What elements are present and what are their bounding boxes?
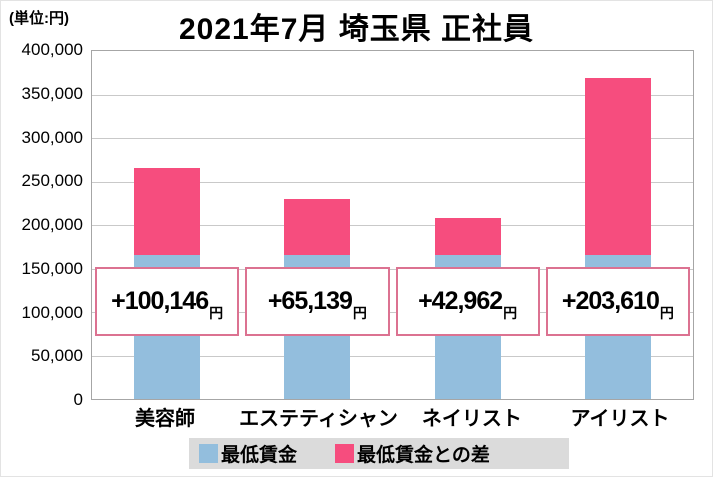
x-axis-category-label: アイリスト	[570, 408, 670, 430]
x-axis-category-label: ネイリスト	[421, 408, 522, 430]
gridline	[92, 355, 693, 357]
legend-swatch-icon	[335, 444, 355, 463]
annotation-yen-suffix: 円	[209, 305, 224, 322]
gridline	[92, 181, 693, 183]
y-axis-tick-label: 50,000	[31, 346, 83, 366]
gridline	[92, 312, 693, 313]
bar-segment-difference	[134, 168, 201, 256]
bar-segment-difference	[584, 78, 651, 256]
annotation-value: +100,146	[111, 287, 209, 316]
y-axis-tick-label: 0	[73, 390, 83, 409]
y-axis-tick-label: 250,000	[21, 171, 83, 191]
annotation-box: +42,962 円	[395, 266, 540, 337]
annotation-value: +42,962	[418, 287, 503, 316]
y-axis-tick-label: 100,000	[21, 302, 83, 322]
legend-item: 最低賃金との差	[335, 440, 490, 467]
bars-row: +100,146 円 +65,139 円 +42,962 円 +203,610 円	[92, 51, 693, 399]
x-axis-category-label: 美容師	[135, 408, 196, 430]
x-axis-category-label: エステティシャン	[239, 408, 398, 430]
bar-group: +42,962 円	[393, 51, 543, 399]
y-axis-tick-label: 350,000	[21, 83, 83, 103]
annotation-value: +65,139	[267, 287, 353, 316]
gridline	[92, 225, 693, 226]
y-axis-tick-label: 150,000	[21, 258, 83, 278]
gridline	[92, 94, 693, 96]
legend-swatch-icon	[199, 444, 218, 463]
y-axis-tick-label: 200,000	[21, 215, 83, 234]
gridline	[92, 268, 693, 270]
bar-segment-difference	[434, 218, 501, 256]
bar-group: +203,610 円	[543, 51, 693, 399]
y-axis-tick-label: 300,000	[21, 127, 83, 147]
x-axis: 美容師 エステティシャン ネイリスト アイリスト	[91, 402, 694, 431]
legend-item: 最低賃金	[199, 440, 297, 467]
bar-segment-difference	[284, 198, 351, 256]
bar-group: +100,146 円	[92, 51, 242, 399]
legend-label: 最低賃金との差	[357, 445, 490, 466]
annotation-box: +65,139 円	[245, 266, 390, 337]
legend-label: 最低賃金	[221, 445, 298, 466]
annotation-box: +203,610 円	[545, 266, 690, 337]
unit-label: (単位:円)	[9, 10, 69, 27]
annotation-yen-suffix: 円	[352, 305, 367, 322]
page-title: 2021年7月 埼玉県 正社員	[178, 13, 535, 46]
gridline	[92, 138, 693, 139]
plot-area: +100,146 円 +65,139 円 +42,962 円 +203,610 円	[91, 50, 694, 400]
annotation-yen-suffix: 円	[659, 305, 674, 322]
annotation-box: +100,146 円	[95, 266, 240, 337]
annotation-value: +203,610	[561, 287, 660, 316]
bar-group: +65,139 円	[242, 51, 392, 399]
legend: 最低賃金 最低賃金との差	[189, 438, 569, 469]
annotation-yen-suffix: 円	[503, 305, 518, 322]
y-axis-tick-label: 400,000	[21, 40, 83, 59]
y-axis: 400,000 350,000 300,000 250,000 200,000 150,0…	[1, 40, 85, 409]
